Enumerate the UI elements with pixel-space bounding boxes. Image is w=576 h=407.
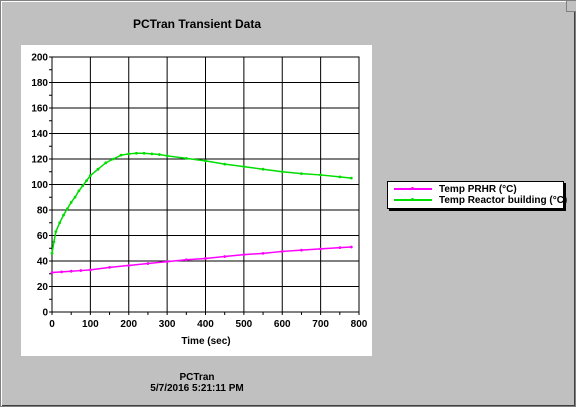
chart-title: PCTran Transient Data [132, 17, 262, 31]
data-point-0 [50, 271, 54, 274]
data-point-0 [319, 247, 323, 251]
data-point-0 [300, 248, 303, 252]
series-layer [50, 151, 353, 274]
data-point-1 [150, 152, 154, 156]
data-point-1 [242, 165, 246, 169]
data-point-1 [50, 251, 54, 255]
y-tick-label: 100 [31, 180, 48, 191]
data-point-1 [300, 172, 303, 176]
x-tick-label: 100 [82, 319, 99, 330]
data-point-1 [62, 213, 65, 217]
window-corner-tab [566, 1, 576, 12]
x-tick-label: 700 [312, 319, 329, 330]
data-point-0 [338, 246, 342, 250]
legend-marker-building [411, 198, 414, 201]
footer-app-name: PCTran [179, 372, 215, 383]
x-tick-label: 300 [159, 319, 176, 330]
chart-legend: Temp PRHR (°C) Temp Reactor building (°C… [387, 181, 567, 209]
data-point-1 [165, 154, 169, 158]
data-point-1 [280, 170, 284, 174]
data-point-0 [108, 265, 111, 269]
data-point-0 [204, 257, 207, 260]
y-tick-label: 200 [31, 53, 48, 64]
y-tick-label: 60 [37, 231, 49, 242]
data-point-1 [81, 184, 85, 188]
data-point-1 [65, 207, 69, 211]
data-point-1 [119, 153, 123, 157]
data-point-1 [127, 152, 131, 156]
data-point-1 [349, 176, 353, 180]
y-tick-label: 80 [37, 206, 49, 217]
data-point-1 [77, 189, 81, 193]
data-point-0 [223, 255, 227, 258]
data-point-0 [184, 258, 188, 262]
data-point-1 [319, 173, 323, 177]
data-point-1 [104, 161, 108, 165]
data-point-0 [242, 253, 246, 257]
legend-item-building: Temp Reactor building (°C) [392, 195, 567, 207]
y-tick-label: 160 [31, 104, 48, 115]
data-point-1 [73, 195, 77, 199]
data-point-1 [184, 156, 188, 160]
data-point-1 [223, 162, 227, 166]
legend-label-building: Temp Reactor building (°C) [439, 195, 568, 206]
x-tick-label: 0 [49, 319, 55, 330]
grid-layer [51, 56, 360, 313]
y-tick-label: 140 [31, 129, 48, 140]
data-point-1 [142, 151, 146, 155]
y-tick-label: 120 [31, 155, 48, 166]
axis-layer [49, 56, 360, 315]
data-point-1 [96, 167, 100, 171]
tick-label-layer: 0 20 40 60 80 100 120 140 160 180 200 0 100 200 300 400… [31, 53, 367, 331]
footer-timestamp: 5/7/2016 5:21:11 PM [150, 383, 244, 394]
data-point-1 [112, 157, 115, 161]
data-point-1 [261, 167, 265, 171]
data-point-0 [349, 245, 353, 249]
data-point-0 [79, 269, 83, 272]
data-point-0 [127, 264, 131, 267]
data-point-1 [338, 175, 342, 179]
data-point-0 [165, 260, 169, 264]
data-point-1 [88, 174, 92, 177]
data-point-0 [88, 268, 92, 272]
data-point-0 [146, 262, 150, 265]
x-axis-label: Time (sec) [181, 336, 230, 347]
y-tick-label: 20 [37, 282, 49, 293]
legend-item-prhr: Temp PRHR (°C) [392, 184, 562, 196]
data-point-0 [280, 250, 284, 253]
data-point-1 [85, 179, 88, 183]
plot-frame [51, 56, 360, 313]
data-point-1 [69, 200, 73, 204]
data-point-0 [69, 269, 73, 273]
x-tick-label: 400 [197, 319, 214, 330]
series-line-0 [51, 246, 352, 274]
x-tick-label: 200 [120, 319, 137, 330]
x-tick-label: 600 [274, 319, 291, 330]
data-point-1 [204, 159, 207, 163]
data-point-1 [52, 240, 56, 244]
x-tick-label: 800 [351, 319, 368, 330]
y-tick-label: 0 [42, 308, 48, 319]
series-line-1 [51, 152, 352, 254]
data-point-1 [135, 151, 138, 155]
plot-panel [21, 45, 372, 356]
y-tick-label: 40 [37, 257, 49, 268]
x-tick-label: 500 [236, 319, 253, 330]
data-point-1 [58, 221, 62, 225]
legend-marker-prhr [411, 187, 414, 190]
y-tick-label: 180 [31, 78, 48, 89]
data-point-1 [54, 230, 58, 234]
data-point-1 [158, 153, 161, 156]
data-point-0 [60, 270, 63, 274]
data-point-0 [261, 251, 265, 255]
legend-label-prhr: Temp PRHR (°C) [439, 184, 517, 195]
